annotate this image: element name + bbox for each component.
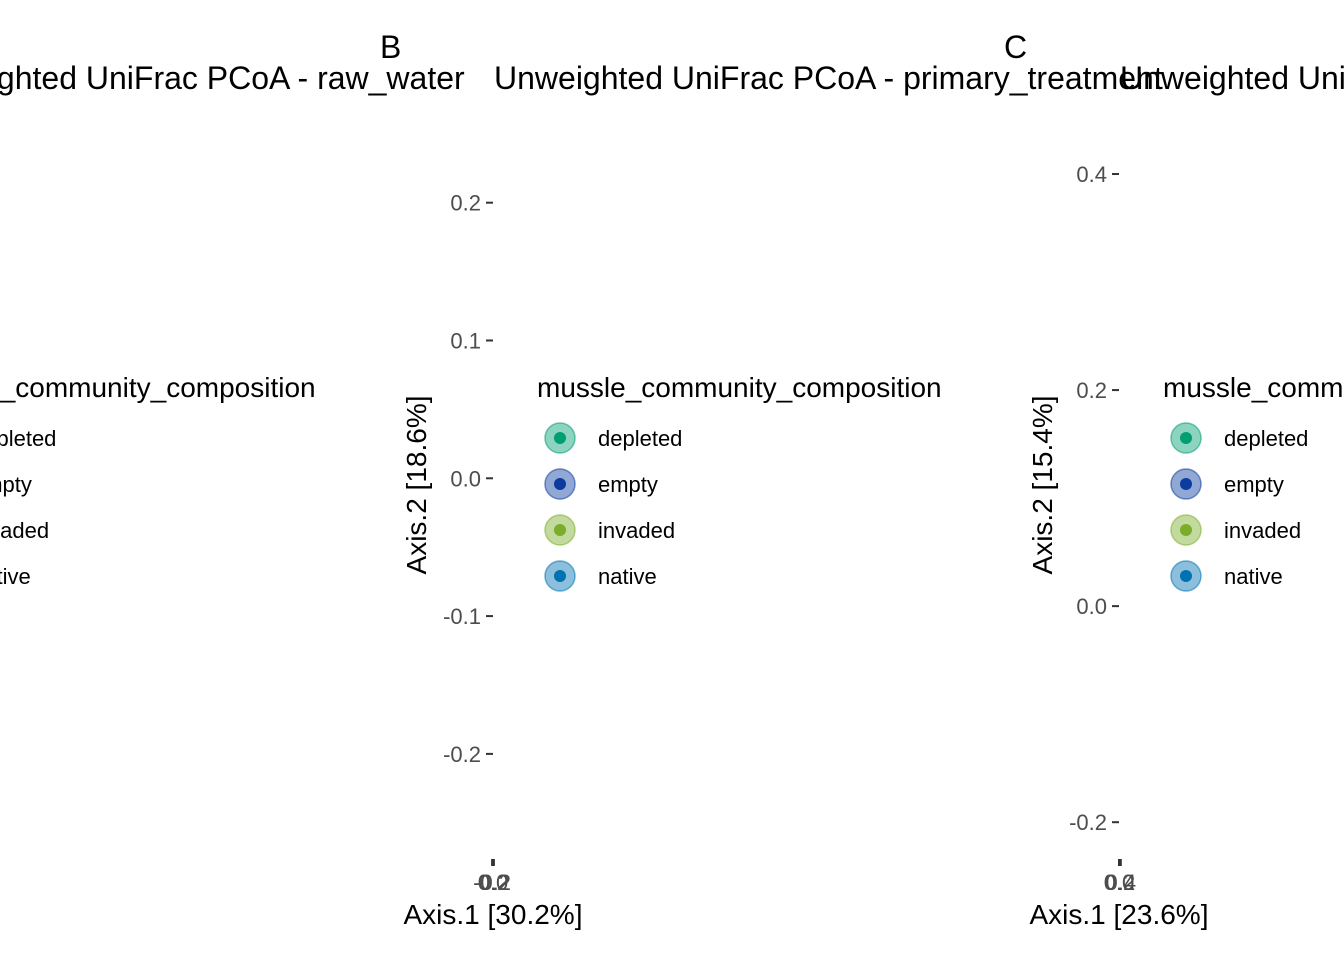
panel-c-y-axis-title: Axis.2 [15.4%] [1027,396,1058,575]
panel-c-legend-key-dot-empty [1180,478,1192,490]
panel-b: B Unweighted UniFrac PCoA - primary_trea… [380,29,1163,930]
panel-a-legend-label-native: native [0,564,31,589]
panel-b-x-axis: -0.20.00.2 [473,859,511,895]
panel-c-y-tick-label-2: 0.2 [1076,378,1107,403]
panel-c-legend-key-dot-invaded [1180,524,1192,536]
panel-b-x-axis-title: Axis.1 [30.2%] [404,899,583,930]
panel-b-legend-key-dot-depleted [554,432,566,444]
panel-c-title: Unweighted UniFrac PCoA [1120,60,1344,96]
panel-c-y-tick-label-1: 0.0 [1076,594,1107,619]
panel-c-x-axis-title: Axis.1 [23.6%] [1030,899,1209,930]
panel-b-legend-keys [544,422,576,592]
panel-c-x-tick-label-1: 0.2 [1105,870,1136,895]
panel-c-legend-keys [1170,422,1202,592]
panel-b-y-tick-label-0: -0.2 [443,742,481,767]
panel-b-title: Unweighted UniFrac PCoA - primary_treatm… [494,60,1163,96]
panel-b-legend: mussle_community_composition depleted em… [537,372,942,592]
panel-c-legend-label-native: native [1224,564,1283,589]
panel-b-legend-label-depleted: depleted [598,426,682,451]
panel-b-y-axis-title: Axis.2 [18.6%] [401,396,432,575]
panel-a-legend: mussle_community_composition depleted em… [0,372,316,589]
panel-c-legend-label-invaded: invaded [1224,518,1301,543]
panel-b-y-tick-label-3: 0.1 [450,328,481,353]
panel-c-y-axis: -0.2 0.0 0.2 0.4 [1069,162,1119,835]
panel-c-label: C [1004,29,1027,65]
panel-b-legend-key-dot-empty [554,478,566,490]
panel-c-legend: mussle_community_composition depleted em… [1163,372,1344,592]
panel-c-legend-title: mussle_community_composition [1163,372,1344,403]
panel-b-legend-label-native: native [598,564,657,589]
panel-c-x-tick-label-2: 0.4 [1106,870,1137,895]
panel-b-x-tick-label-2: 0.2 [479,870,510,895]
panel-c-y-tick-label-3: 0.4 [1076,162,1107,187]
panel-a-legend-label-empty: empty [0,472,32,497]
panel-c: C Unweighted UniFrac PCoA -0.20.00.20.4 … [1004,29,1344,930]
panel-b-x-tick-label-0: -0.2 [473,870,511,895]
panel-b-x-tick-label-1: 0.0 [478,870,509,895]
panel-b-y-tick-label-4: 0.2 [450,191,481,216]
panel-b-y-axis: -0.2 -0.1 0.0 0.1 0.2 [443,191,493,767]
panel-c-x-axis: 0.00.20.4 [1104,859,1136,895]
panel-a-legend-title: mussle_community_composition [0,372,316,403]
panel-b-label: B [380,29,401,65]
panel-b-legend-label-empty: empty [598,472,658,497]
panel-c-legend-label-depleted: depleted [1224,426,1308,451]
panel-b-legend-key-dot-invaded [554,524,566,536]
panel-b-legend-label-invaded: invaded [598,518,675,543]
panel-c-y-tick-label-0: -0.2 [1069,810,1107,835]
panel-a-legend-label-invaded: invaded [0,518,49,543]
panel-b-y-tick-label-1: -0.1 [443,604,481,629]
panel-c-legend-key-dot-native [1180,570,1192,582]
panel-a-legend-label-depleted: depleted [0,426,56,451]
panel-b-legend-title: mussle_community_composition [537,372,942,403]
panel-b-y-tick-label-2: 0.0 [450,466,481,491]
panel-a: Unweighted UniFrac PCoA - raw_water muss… [0,60,465,589]
panel-c-x-tick-label-0: 0.0 [1104,870,1135,895]
panel-b-legend-key-dot-native [554,570,566,582]
panel-c-legend-key-dot-depleted [1180,432,1192,444]
panel-a-title: Unweighted UniFrac PCoA - raw_water [0,60,465,96]
panel-c-legend-label-empty: empty [1224,472,1284,497]
